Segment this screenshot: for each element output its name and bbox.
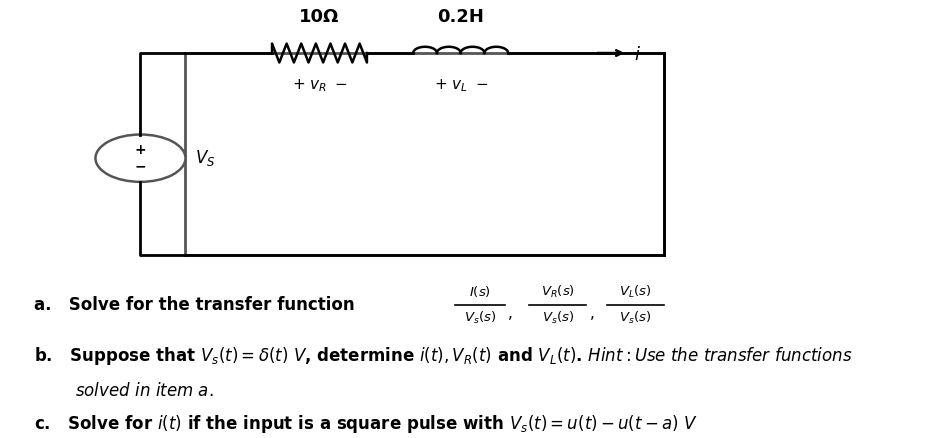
- Text: $V_s(s)$: $V_s(s)$: [541, 310, 574, 326]
- Text: $\mathit{solved\ in\ item\ a.}$: $\mathit{solved\ in\ item\ a.}$: [75, 382, 213, 400]
- Text: −: −: [134, 160, 147, 174]
- Text: 0.2H: 0.2H: [437, 8, 484, 26]
- Text: $V_s(s)$: $V_s(s)$: [463, 310, 496, 326]
- Text: $i$: $i$: [634, 46, 641, 64]
- Circle shape: [96, 134, 185, 182]
- Text: b.   Suppose that $V_s(t) = \delta(t)\ V$, determine $i(t), V_R(t)$ and $V_L(t)$: b. Suppose that $V_s(t) = \delta(t)\ V$,…: [34, 346, 853, 367]
- Text: +: +: [134, 143, 147, 157]
- Text: c.   Solve for $i(t)$ if the input is a square pulse with $V_s(t) = u(t) - u(t -: c. Solve for $i(t)$ if the input is a sq…: [34, 413, 697, 435]
- Text: $V_S$: $V_S$: [196, 148, 215, 168]
- Text: ,: ,: [589, 306, 594, 321]
- Text: ,: ,: [508, 306, 512, 321]
- Text: $I(s)$: $I(s)$: [469, 284, 491, 299]
- Text: $V_s(s)$: $V_s(s)$: [619, 310, 651, 326]
- Text: $+\ v_L\ -$: $+\ v_L\ -$: [433, 77, 488, 94]
- Bar: [185, 53, 664, 255]
- Text: $V_L(s)$: $V_L(s)$: [619, 284, 651, 300]
- Text: a.   Solve for the transfer function: a. Solve for the transfer function: [34, 296, 354, 314]
- Text: 10Ω: 10Ω: [299, 8, 339, 26]
- Text: $+\ v_R\ -$: $+\ v_R\ -$: [291, 77, 348, 94]
- Text: $V_R(s)$: $V_R(s)$: [540, 284, 574, 300]
